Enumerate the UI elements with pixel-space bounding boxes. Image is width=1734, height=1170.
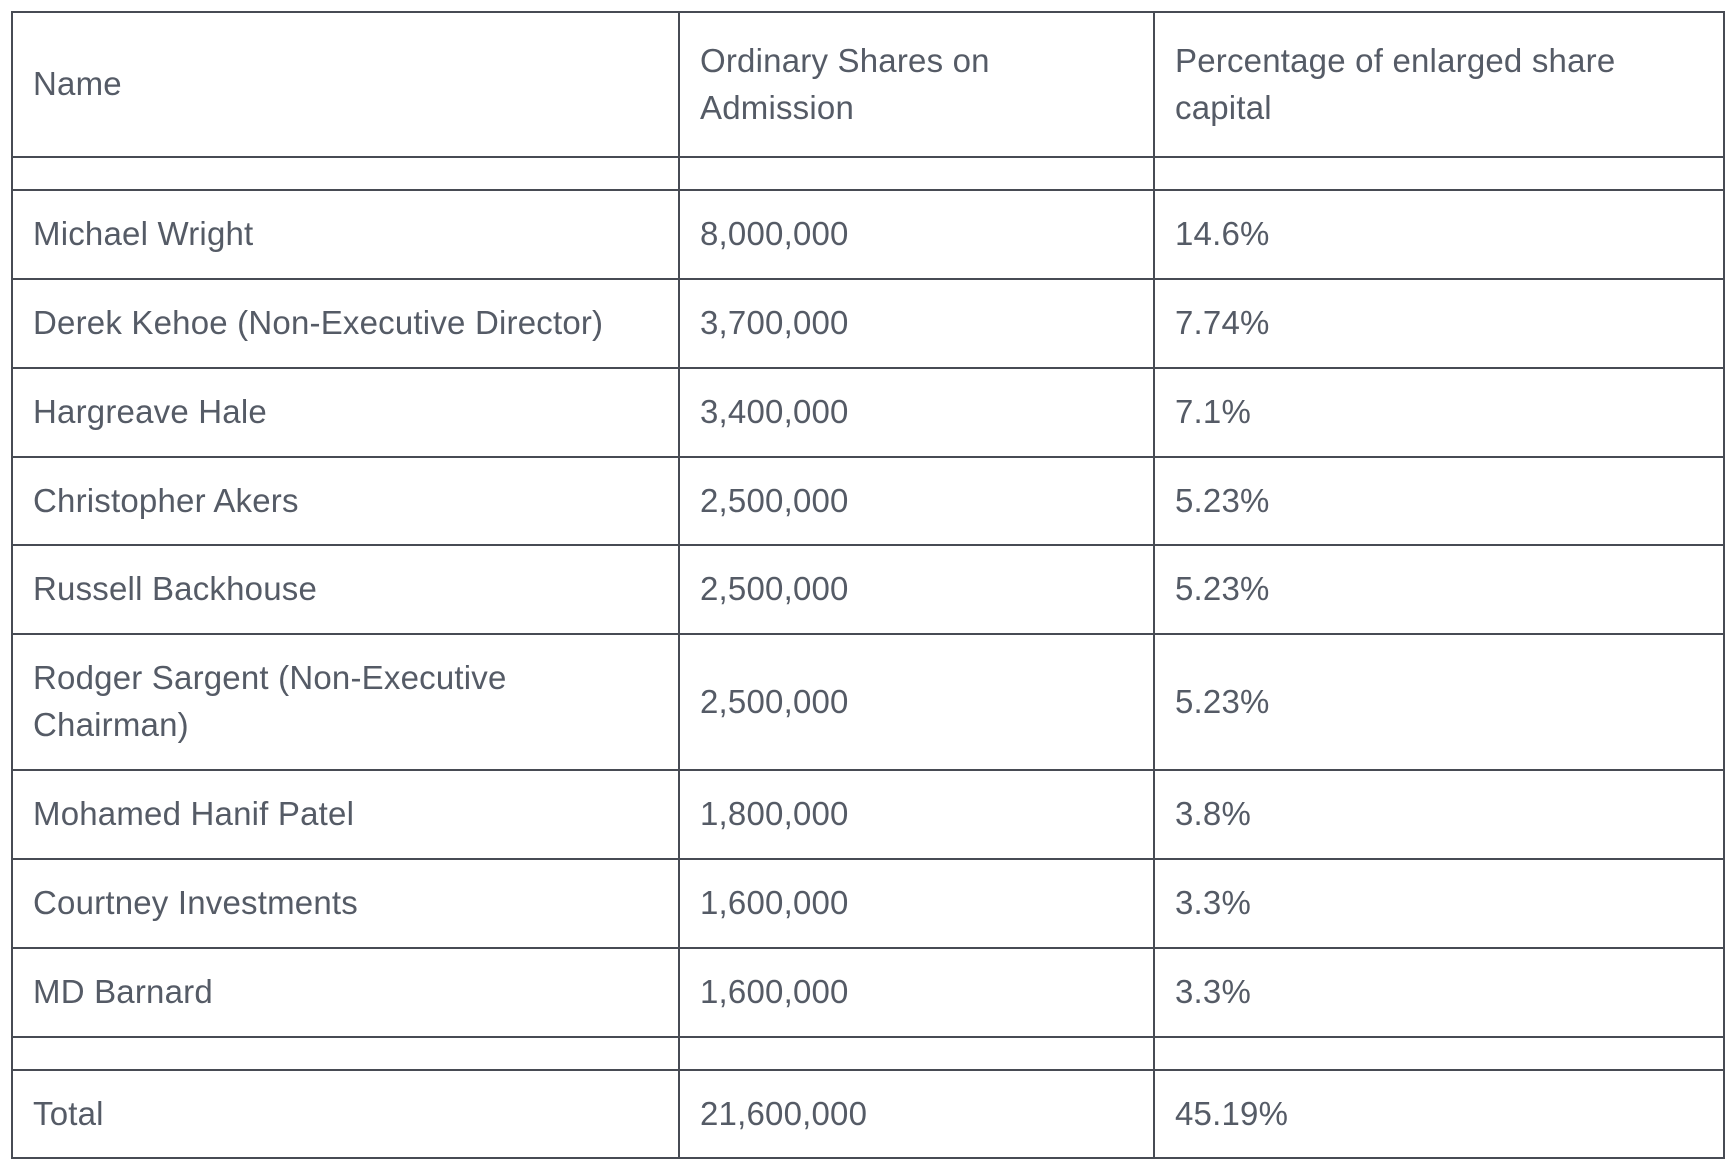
column-header-name-label: Name xyxy=(33,65,122,103)
spacer-cell xyxy=(1153,156,1725,191)
percentage-cell-text: 5.23% xyxy=(1175,481,1270,519)
percentage-cell: 14.6% xyxy=(1153,189,1725,280)
table-body: Michael Wright 8,000,000 14.6% Derek Kehoe … xyxy=(11,156,1725,1160)
name-cell-text: Russell Backhouse xyxy=(33,570,318,608)
shares-cell-text: 2,500,000 xyxy=(700,682,849,720)
total-shares-value: 21,600,000 xyxy=(700,1094,868,1132)
column-header-shares-label: Ordinary Shares on Admission xyxy=(700,41,990,126)
shares-cell: 3,400,000 xyxy=(678,366,1155,458)
name-cell-text: Hargreave Hale xyxy=(33,392,267,430)
percentage-cell-text: 3.8% xyxy=(1175,795,1252,833)
percentage-cell: 7.1% xyxy=(1153,366,1725,458)
column-header-name: Name xyxy=(11,11,680,158)
total-shares-cell: 21,600,000 xyxy=(678,1068,1155,1160)
spacer-row-top xyxy=(11,156,1725,191)
name-cell: Mohamed Hanif Patel xyxy=(11,769,680,860)
percentage-cell: 3.3% xyxy=(1153,857,1725,949)
name-cell: MD Barnard xyxy=(11,946,680,1038)
percentage-cell: 3.3% xyxy=(1153,946,1725,1038)
name-cell: Hargreave Hale xyxy=(11,366,680,458)
shares-cell: 1,800,000 xyxy=(678,769,1155,860)
percentage-cell: 7.74% xyxy=(1153,277,1725,369)
shares-cell: 2,500,000 xyxy=(678,544,1155,636)
shareholders-table: Name Ordinary Shares on Admission Percen… xyxy=(11,11,1725,1160)
table-row: Courtney Investments 1,600,000 3.3% xyxy=(11,857,1725,949)
name-cell: Russell Backhouse xyxy=(11,544,680,636)
name-cell-text: Michael Wright xyxy=(33,215,254,252)
column-header-percentage-label: Percentage of enlarged share capital xyxy=(1175,41,1616,126)
shares-cell: 1,600,000 xyxy=(678,857,1155,949)
table-row: Rodger Sargent (Non-Executive Chairman) 2… xyxy=(11,633,1725,772)
spacer-cell xyxy=(11,1035,680,1071)
percentage-cell-text: 5.23% xyxy=(1175,570,1270,608)
shares-cell-text: 3,400,000 xyxy=(700,392,849,430)
column-header-percentage: Percentage of enlarged share capital xyxy=(1153,11,1725,158)
name-cell-text: Christopher Akers xyxy=(33,481,299,519)
percentage-cell: 5.23% xyxy=(1153,455,1725,547)
percentage-cell-text: 7.74% xyxy=(1175,303,1270,341)
column-header-shares: Ordinary Shares on Admission xyxy=(678,11,1155,158)
total-label-cell: Total xyxy=(11,1068,680,1160)
shares-cell-text: 2,500,000 xyxy=(700,570,849,608)
table-row: Christopher Akers 2,500,000 5.23% xyxy=(11,455,1725,547)
name-cell-text: Rodger Sargent (Non-Executive Chairman) xyxy=(33,659,507,744)
table-row: Derek Kehoe (Non-Executive Director) 3,70… xyxy=(11,277,1725,369)
total-percentage-cell: 45.19% xyxy=(1153,1068,1725,1160)
table-row: MD Barnard 1,600,000 3.3% xyxy=(11,946,1725,1038)
name-cell-text: MD Barnard xyxy=(33,972,213,1010)
shares-cell-text: 3,700,000 xyxy=(700,303,849,341)
name-cell: Michael Wright xyxy=(11,189,680,280)
name-cell-text: Courtney Investments xyxy=(33,883,358,921)
table-row: Michael Wright 8,000,000 14.6% xyxy=(11,189,1725,280)
shares-cell: 8,000,000 xyxy=(678,189,1155,280)
total-label: Total xyxy=(33,1094,104,1132)
table-row: Russell Backhouse 2,500,000 5.23% xyxy=(11,544,1725,636)
percentage-cell-text: 7.1% xyxy=(1175,392,1252,430)
shares-cell-text: 2,500,000 xyxy=(700,481,849,519)
percentage-cell-text: 3.3% xyxy=(1175,883,1252,921)
name-cell-text: Derek Kehoe (Non-Executive Director) xyxy=(33,303,604,341)
shares-cell: 1,600,000 xyxy=(678,946,1155,1038)
shares-cell-text: 1,800,000 xyxy=(700,795,849,833)
table-row: Hargreave Hale 3,400,000 7.1% xyxy=(11,366,1725,458)
table-row: Mohamed Hanif Patel 1,800,000 3.8% xyxy=(11,769,1725,860)
total-percentage-value: 45.19% xyxy=(1175,1094,1289,1132)
spacer-cell xyxy=(1153,1035,1725,1071)
percentage-cell-text: 14.6% xyxy=(1175,215,1270,252)
percentage-cell: 5.23% xyxy=(1153,544,1725,636)
spacer-cell xyxy=(678,156,1155,191)
name-cell-text: Mohamed Hanif Patel xyxy=(33,795,355,833)
percentage-cell-text: 3.3% xyxy=(1175,972,1252,1010)
shares-cell-text: 8,000,000 xyxy=(700,215,849,252)
name-cell: Derek Kehoe (Non-Executive Director) xyxy=(11,277,680,369)
shares-cell: 2,500,000 xyxy=(678,633,1155,772)
spacer-cell xyxy=(678,1035,1155,1071)
percentage-cell: 5.23% xyxy=(1153,633,1725,772)
shares-cell: 3,700,000 xyxy=(678,277,1155,369)
total-row: Total 21,600,000 45.19% xyxy=(11,1068,1725,1160)
percentage-cell: 3.8% xyxy=(1153,769,1725,860)
name-cell: Rodger Sargent (Non-Executive Chairman) xyxy=(11,633,680,772)
name-cell: Christopher Akers xyxy=(11,455,680,547)
shares-cell: 2,500,000 xyxy=(678,455,1155,547)
shares-cell-text: 1,600,000 xyxy=(700,972,849,1010)
percentage-cell-text: 5.23% xyxy=(1175,682,1270,720)
name-cell: Courtney Investments xyxy=(11,857,680,949)
header-row: Name Ordinary Shares on Admission Percen… xyxy=(11,11,1725,158)
spacer-row-bottom xyxy=(11,1035,1725,1071)
spacer-cell xyxy=(11,156,680,191)
shares-cell-text: 1,600,000 xyxy=(700,883,849,921)
